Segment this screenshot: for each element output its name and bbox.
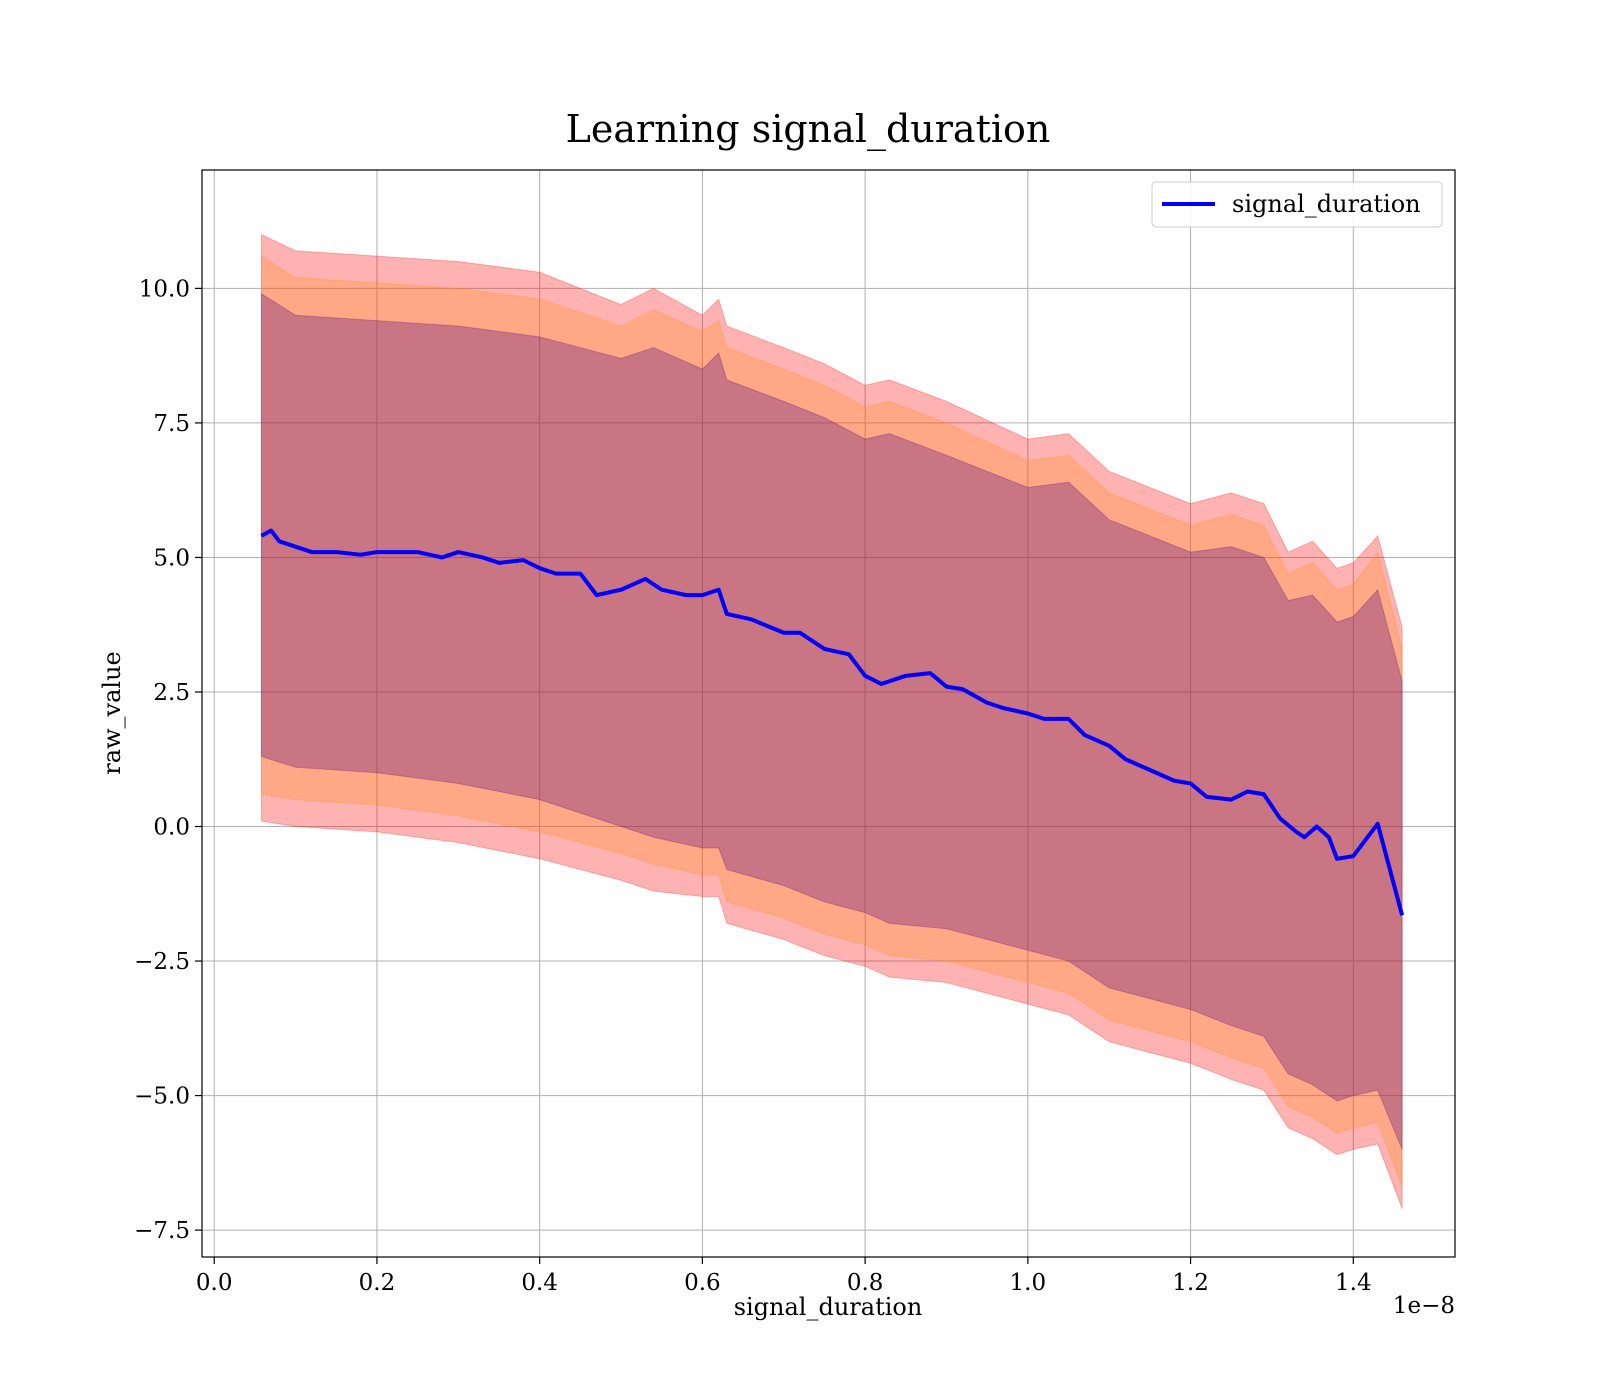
series-line-0	[260, 528, 1405, 916]
x-tick-label: 1.0	[1010, 1270, 1047, 1296]
plot-frame	[201, 169, 1456, 1258]
y-axis-ticks: −7.5 −5.0 −2.5 0.0 2.5 5.0 7.5 10.0	[134, 276, 202, 1244]
confidence-bands	[260, 233, 1403, 1209]
y-axis-label: raw_value	[98, 651, 126, 775]
y-tick-label: 10.0	[139, 276, 190, 302]
series-lines	[260, 528, 1405, 916]
x-tick-label: 0.6	[684, 1270, 721, 1296]
y-tick-label: −7.5	[134, 1218, 190, 1244]
chart-title: Learning signal_duration	[566, 107, 1051, 152]
x-axis-label: signal_duration	[734, 1293, 923, 1321]
x-tick-label: 1.4	[1335, 1270, 1372, 1296]
y-tick-label: 0.0	[153, 815, 190, 841]
x-tick-label: 0.2	[359, 1270, 396, 1296]
x-axis-offset-label: 1e−8	[1393, 1293, 1455, 1319]
x-tick-label: 0.8	[847, 1270, 884, 1296]
y-tick-label: 2.5	[153, 680, 190, 706]
y-tick-label: 5.0	[153, 545, 190, 571]
confidence-band-1	[260, 255, 1403, 1188]
legend-box	[1151, 181, 1443, 228]
legend: signal_duration	[1151, 181, 1443, 228]
confidence-band-0	[260, 233, 1403, 1209]
x-tick-label: 0.4	[521, 1270, 558, 1296]
y-tick-label: −5.0	[134, 1084, 190, 1110]
confidence-band-2	[260, 292, 1403, 1150]
legend-label: signal_duration	[1232, 190, 1421, 218]
y-tick-label: 7.5	[153, 411, 190, 437]
x-tick-label: 1.2	[1172, 1270, 1209, 1296]
x-tick-label: 0.0	[196, 1270, 233, 1296]
y-tick-label: −2.5	[134, 949, 190, 975]
x-axis-ticks: 0.0 0.2 0.4 0.6 0.8 1.0 1.2 1.4	[196, 1257, 1372, 1296]
